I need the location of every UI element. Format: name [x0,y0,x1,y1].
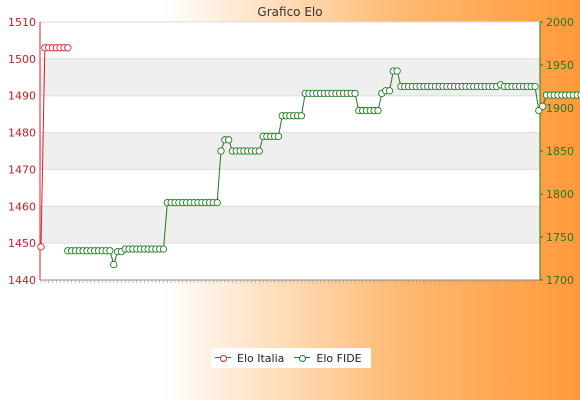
grid-band [40,132,540,170]
chart-legend: Elo Italia Elo FIDE [211,348,371,368]
data-point [224,136,233,144]
chart-title: Grafico Elo [257,5,322,19]
data-point [374,106,382,115]
right-tick-label: 1900 [546,102,574,115]
left-tick-label: 1500 [8,53,36,66]
left-tick-label: 1480 [8,127,36,140]
data-point [297,112,306,120]
data-point [255,147,263,155]
right-tick-label: 1750 [546,231,574,244]
right-tick-label: 1950 [546,59,574,72]
grid-band [40,58,540,96]
right-tick-label: 1800 [546,188,574,201]
data-point [37,243,45,251]
series-elo-fide [64,67,580,269]
data-point [577,91,580,99]
right-tick-label: 1700 [546,274,574,287]
data-point [393,67,401,75]
data-point [385,87,394,95]
data-point [531,82,539,91]
left-tick-label: 1450 [8,237,36,250]
data-point [351,89,359,98]
data-point [213,198,221,207]
left-tick-label: 1440 [8,274,36,287]
data-point [110,260,118,269]
left-tick-label: 1510 [8,16,36,29]
legend-item-elo-fide: Elo FIDE [294,351,362,365]
series-elo-italia [37,44,72,251]
legend-swatch-icon [294,353,311,363]
data-point [217,147,225,155]
data-point [64,44,72,52]
right-tick-label: 2000 [546,16,574,29]
legend-label: Elo Italia [237,351,285,365]
legend-label: Elo FIDE [316,351,362,365]
legend-item-elo-italia: Elo Italia [215,352,284,365]
right-tick-label: 1850 [546,145,574,158]
data-point [106,247,114,255]
legend-swatch-icon [215,353,231,363]
left-tick-label: 1470 [8,163,36,176]
grid-band [40,206,540,244]
left-tick-label: 1460 [8,200,36,213]
data-point [539,102,547,110]
data-point [274,132,283,141]
data-point [159,245,168,253]
left-tick-label: 1490 [8,90,36,103]
